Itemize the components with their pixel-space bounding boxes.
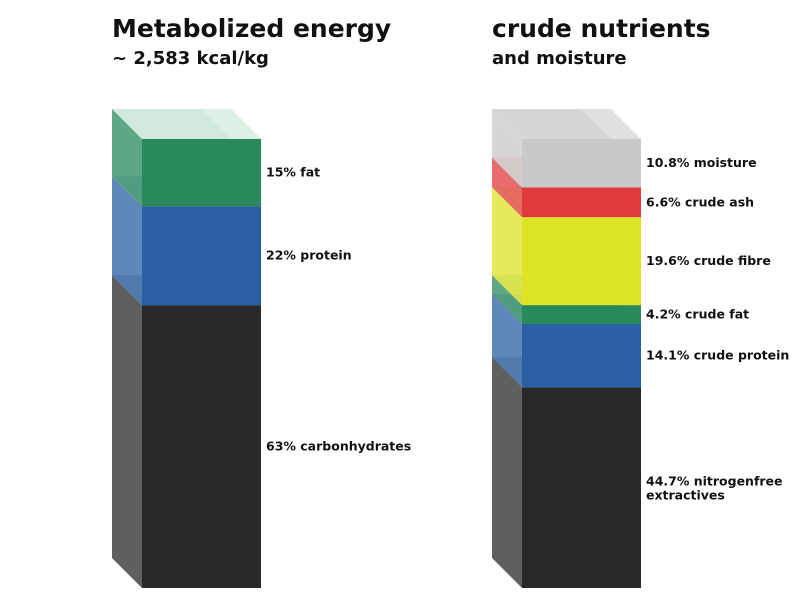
- segment-label-44-7-nitrogenfree-extractives: 44.7% nitrogenfree extractives: [646, 474, 783, 503]
- segment-side-10-8-moisture: [492, 109, 522, 188]
- segment-22-protein: [142, 206, 261, 306]
- segment-side-15-fat: [112, 109, 142, 207]
- segment-15-fat: [142, 139, 261, 207]
- stack-1: 44.7% nitrogenfree extractives 14.1% crude…: [492, 109, 789, 588]
- segment-side-19-6-crude-fibre: [492, 187, 522, 306]
- energy-chart-subtitle: ~ 2,583 kcal/kg: [112, 48, 269, 69]
- stack-top-highlight-0: [201, 109, 261, 139]
- stack-top-highlight-1: [581, 109, 641, 139]
- segment-label-4-2-crude-fat: 4.2% crude fat: [646, 307, 749, 322]
- stack-top-face-0: [112, 109, 261, 139]
- segment-63-carbonhydrates: [142, 305, 261, 588]
- segment-side-44-7-nitrogenfree-extractives: [492, 357, 522, 588]
- stack-0: 63% carbonhydrates 22% protein 15% fat: [112, 109, 411, 588]
- stack-top-face-1: [492, 109, 641, 139]
- segment-side-14-1-crude-protein: [492, 293, 522, 388]
- segment-19-6-crude-fibre: [522, 217, 641, 306]
- segment-label-15-fat: 15% fat: [266, 165, 320, 180]
- segment-label-6-6-crude-ash: 6.6% crude ash: [646, 194, 754, 209]
- segment-6-6-crude-ash: [522, 187, 641, 218]
- nutrients-chart-title: crude nutrients: [492, 14, 711, 43]
- segment-10-8-moisture: [522, 139, 641, 188]
- segment-label-63-carbonhydrates: 63% carbonhydrates: [266, 439, 411, 454]
- segment-44-7-nitrogenfree-extractives: [522, 387, 641, 588]
- segment-14-1-crude-protein: [522, 323, 641, 388]
- segment-4-2-crude-fat: [522, 305, 641, 324]
- segment-label-10-8-moisture: 10.8% moisture: [646, 155, 757, 170]
- segment-label-19-6-crude-fibre: 19.6% crude fibre: [646, 253, 771, 268]
- energy-chart-title: Metabolized energy: [112, 14, 392, 43]
- segment-side-22-protein: [112, 176, 142, 306]
- segment-side-63-carbonhydrates: [112, 275, 142, 588]
- segment-side-6-6-crude-ash: [492, 157, 522, 218]
- nutrients-chart-subtitle: and moisture: [492, 48, 627, 69]
- segment-label-22-protein: 22% protein: [266, 248, 352, 263]
- segment-side-4-2-crude-fat: [492, 275, 522, 324]
- segment-label-14-1-crude-protein: 14.1% crude protein: [646, 348, 789, 363]
